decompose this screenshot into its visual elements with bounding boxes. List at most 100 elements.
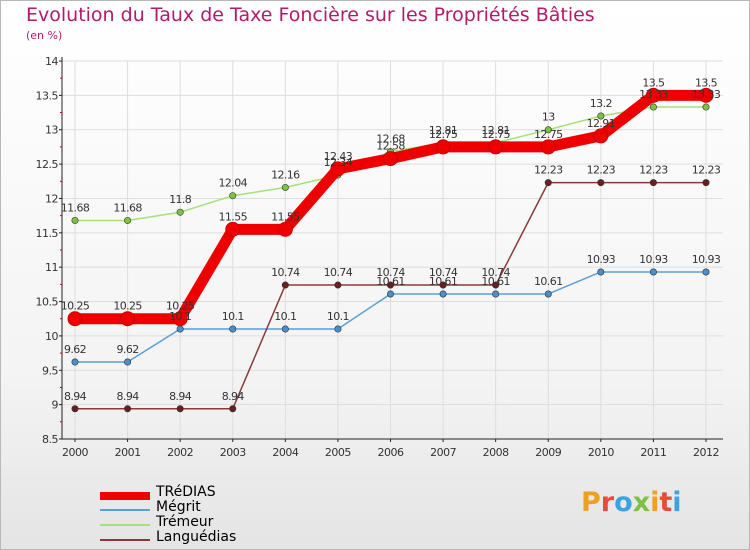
legend-label-tredias: TRéDIAS [156,484,216,500]
y-tick-label: 13.5 [36,89,59,102]
x-tick-label: 2007 [430,446,456,459]
point-series-2 [544,126,552,134]
point-series-2 [124,216,132,224]
data-label: 10.61 [429,275,458,288]
data-label: 11.8 [169,193,192,206]
point-series-3 [71,405,79,413]
data-label: 12.23 [534,164,563,177]
point-tredias [383,151,398,167]
y-tick-label: 9 [52,399,59,412]
point-series-2 [229,192,237,200]
data-label: 10.74 [271,266,300,279]
data-label: 10.93 [692,253,721,266]
point-tredias [67,311,83,327]
point-series-1 [386,290,394,298]
data-label: 10.93 [639,253,668,266]
y-tick-label: 10.5 [36,296,59,309]
data-label: 11.68 [113,201,142,214]
data-label: 12.58 [376,140,405,153]
x-tick-label: 2000 [62,446,88,459]
data-label: 13.5 [642,76,665,89]
point-series-2 [597,112,605,120]
chart-unit: (en %) [26,29,63,42]
legend-label-languedias: Languédias [156,529,237,545]
point-series-2 [649,103,657,111]
y-tick-label: 13 [45,124,58,137]
data-label: 13.33 [639,88,668,101]
point-series-1 [229,325,237,333]
data-label: 10.74 [324,266,353,279]
data-label: 11.55 [271,210,300,223]
data-label: 12.23 [587,164,616,177]
point-series-1 [71,358,79,366]
point-tredias [120,311,136,327]
data-label: 8.94 [222,390,245,403]
point-series-3 [702,179,710,187]
point-tredias [330,161,346,177]
point-tredias [225,221,241,237]
x-tick-label: 2006 [378,446,404,459]
data-label: 10.74 [481,266,510,279]
y-tick-label: 10 [45,330,58,343]
point-series-3 [597,179,605,187]
proxiti-logo: Proxiti [581,487,682,518]
x-tick-label: 2005 [325,446,351,459]
y-tick-label: 12 [45,192,58,205]
data-label: 12.81 [481,124,510,137]
data-label: 10.25 [113,300,142,313]
data-label: 12.75 [429,128,458,141]
x-tick-label: 2011 [640,446,666,459]
data-label: 8.94 [117,390,140,403]
point-series-1 [702,268,710,276]
data-label: 10.93 [587,253,616,266]
data-label: 10.25 [166,300,195,313]
data-label: 8.94 [169,390,192,403]
legend-swatch-tredias [100,492,150,500]
point-series-2 [176,208,184,216]
data-label: 9.62 [117,343,139,356]
data-label: 10.25 [61,300,90,313]
data-label: 10.61 [534,275,563,288]
point-tredias [540,139,556,155]
x-tick-label: 2002 [167,446,193,459]
point-tredias [488,139,504,155]
point-series-3 [176,405,184,413]
point-series-1 [649,268,657,276]
point-series-3 [492,281,500,289]
x-tick-label: 2012 [693,446,719,459]
point-series-3 [334,281,342,289]
data-label: 13.2 [590,97,612,110]
y-tick-label: 14 [45,55,58,68]
x-tick-label: 2010 [588,446,614,459]
point-tredias [172,311,188,327]
x-tick-label: 2001 [115,446,141,459]
point-tredias [277,221,293,237]
point-series-2 [281,183,289,191]
data-label: 10.61 [376,275,405,288]
data-label: 12.23 [692,164,721,177]
legend-swatch-megrit [100,509,150,511]
point-tredias [698,87,714,103]
data-label: 13.33 [692,88,721,101]
point-tredias [645,87,661,103]
data-label: 12.81 [429,124,458,137]
x-tick-label: 2003 [220,446,246,459]
point-series-3 [649,179,657,187]
y-tick-label: 11 [45,261,58,274]
data-label: 8.94 [64,390,87,403]
point-series-3 [544,179,552,187]
legend-label-megrit: Mégrit [156,499,201,515]
data-label: 10.74 [429,266,458,279]
data-label: 11.55 [219,210,248,223]
data-label: 12.91 [587,117,616,130]
y-tick-label: 9.5 [42,364,58,377]
legend-swatch-languedias [100,539,150,541]
data-label: 10.61 [481,275,510,288]
point-series-2 [71,216,79,224]
data-label: 9.62 [64,343,86,356]
y-tick-label: 11.5 [36,227,59,240]
data-label: 10.1 [327,310,349,323]
point-series-3 [124,405,132,413]
